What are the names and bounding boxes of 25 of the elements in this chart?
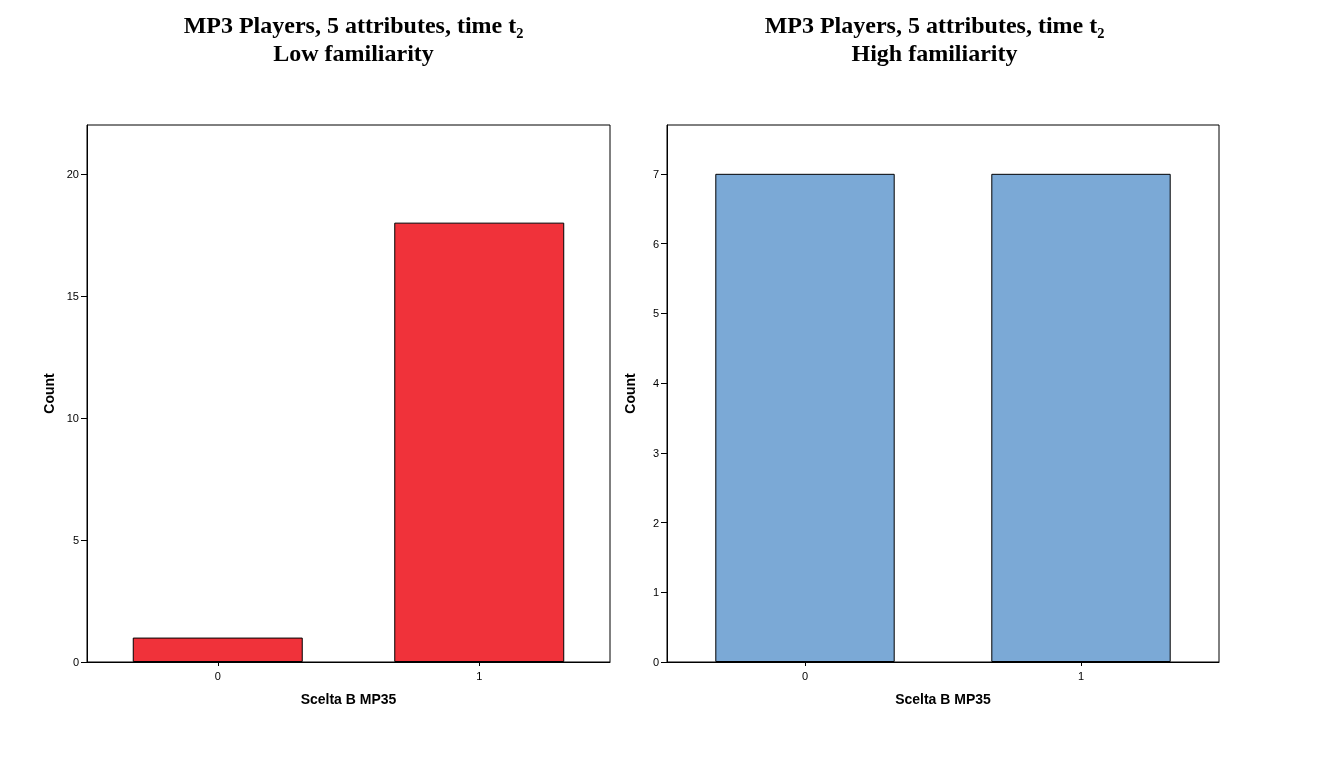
y-tick-label: 2 bbox=[652, 516, 659, 529]
y-tick-label: 20 bbox=[66, 167, 79, 180]
y-axis-title: Count bbox=[622, 372, 638, 414]
chart-subtitle: Low familiarity bbox=[273, 40, 434, 66]
y-tick-label: 10 bbox=[66, 411, 79, 424]
chart-title: MP3 Players, 5 attributes, time t₂ bbox=[183, 12, 524, 38]
chart-title: MP3 Players, 5 attributes, time t₂ bbox=[764, 12, 1105, 38]
y-tick-label: 7 bbox=[652, 167, 659, 180]
y-tick-label: 15 bbox=[66, 289, 79, 302]
x-axis-title: Scelta B MP35 bbox=[895, 691, 992, 707]
y-tick-label: 1 bbox=[652, 586, 659, 599]
x-tick-label: 0 bbox=[801, 669, 809, 682]
y-tick-label: 5 bbox=[652, 307, 659, 320]
y-tick-label: 0 bbox=[652, 656, 659, 668]
x-tick-label: 1 bbox=[1077, 669, 1085, 682]
y-tick-label: 5 bbox=[72, 533, 79, 546]
x-tick-label: 0 bbox=[214, 669, 221, 682]
chart-subtitle: High familiarity bbox=[851, 40, 1018, 66]
y-tick-label: 3 bbox=[652, 446, 659, 459]
y-axis-title: Count bbox=[40, 372, 57, 414]
y-tick-label: 6 bbox=[652, 237, 659, 250]
y-tick-label: 4 bbox=[652, 377, 659, 390]
y-tick-label: 0 bbox=[72, 656, 79, 668]
x-axis-title: Scelta B MP35 bbox=[300, 691, 397, 707]
x-tick-label: 1 bbox=[476, 669, 483, 682]
